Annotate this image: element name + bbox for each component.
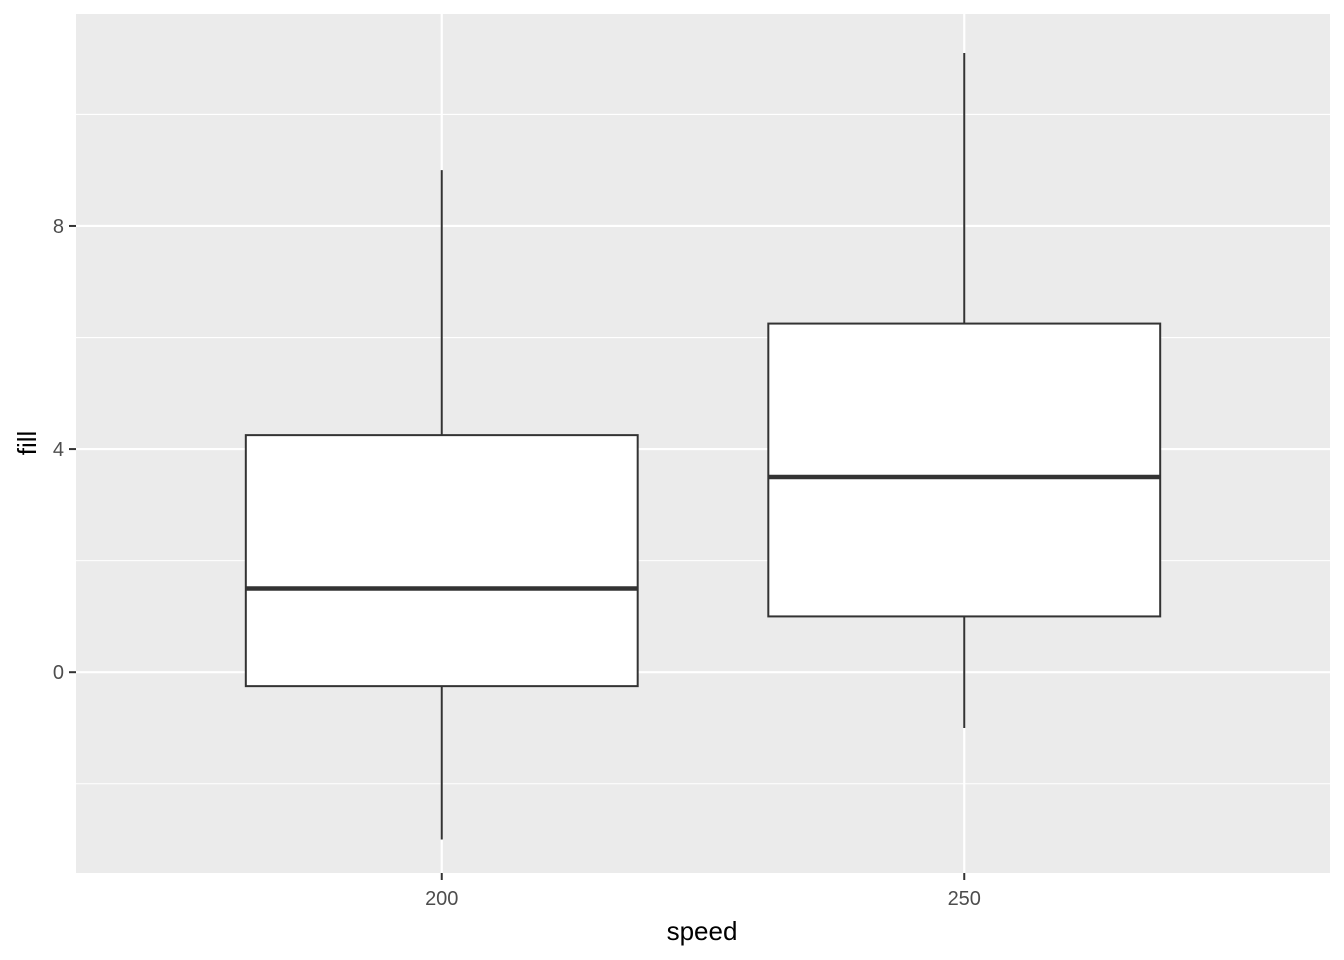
boxes: [244, 53, 1162, 840]
box-200: [244, 170, 639, 840]
y-axis: 0 4 8: [53, 216, 76, 684]
x-axis-title: speed: [667, 916, 738, 946]
box-250: [767, 53, 1162, 728]
x-tick-label: 250: [948, 888, 981, 910]
iqr-box: [244, 434, 639, 688]
iqr-box: [767, 322, 1162, 618]
y-axis-title: fill: [12, 431, 42, 456]
x-axis: 200 250: [425, 873, 981, 910]
y-tick-label: 8: [53, 216, 64, 238]
y-tick-label: 0: [53, 662, 64, 684]
x-tick-label: 200: [425, 888, 458, 910]
y-tick-label: 4: [53, 439, 64, 461]
